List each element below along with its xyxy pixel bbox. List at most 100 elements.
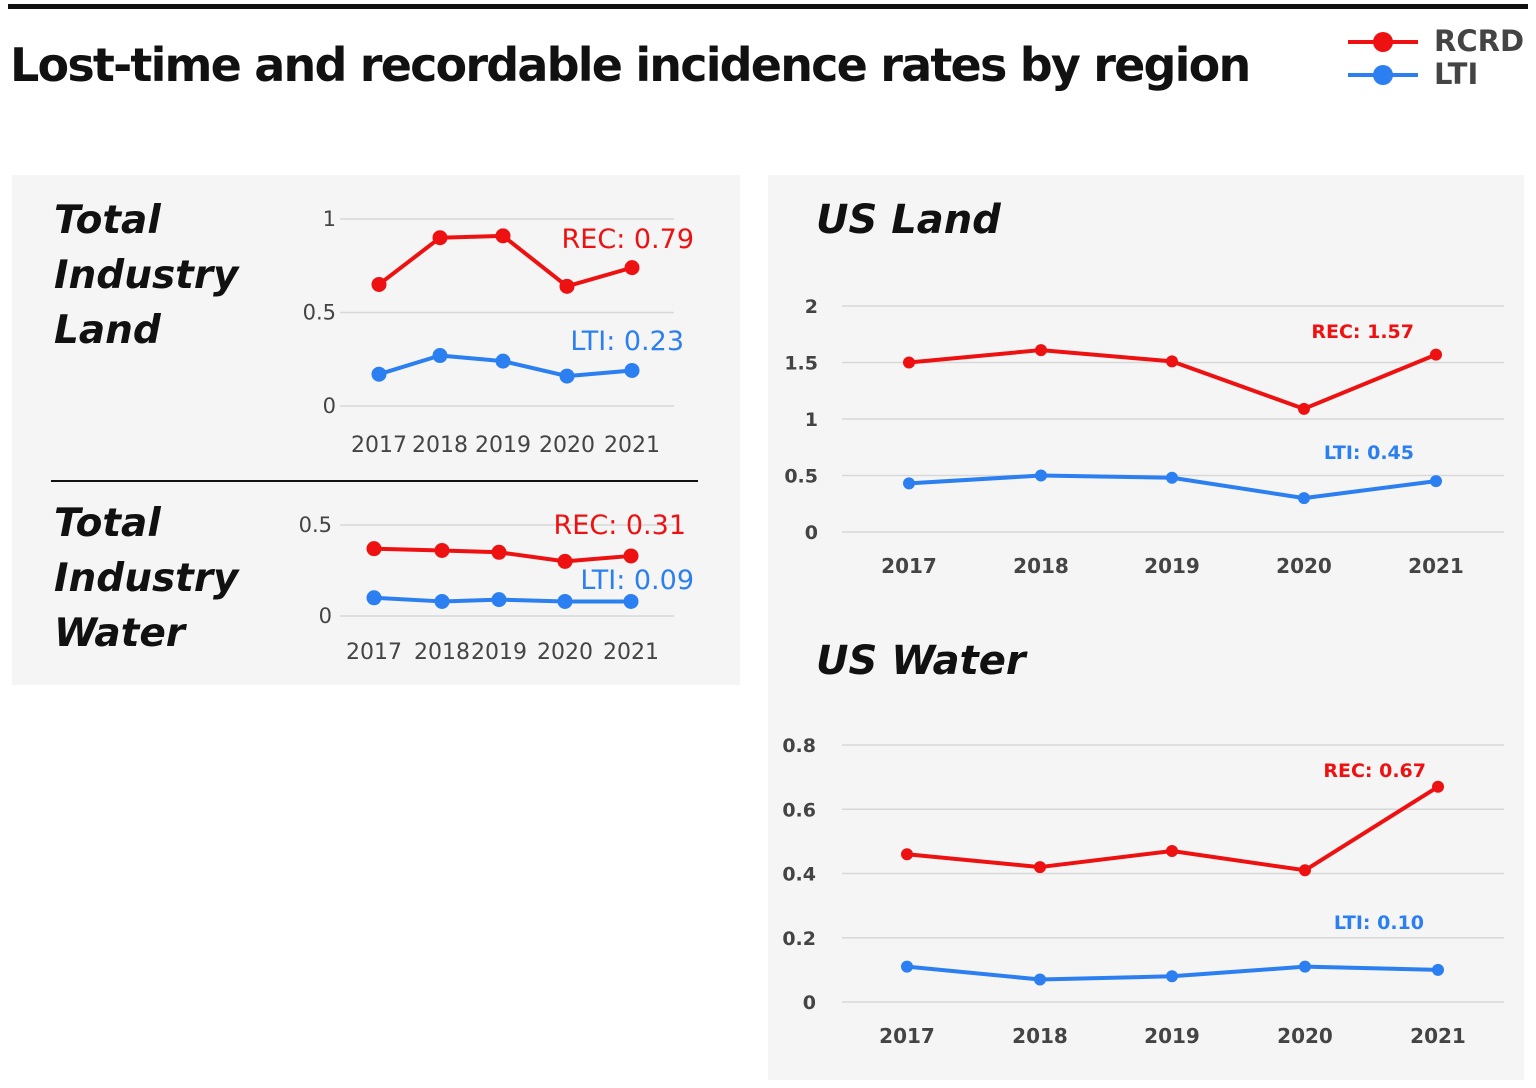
data-point-lti (1166, 970, 1178, 983)
data-point-lti (491, 592, 507, 608)
chart-title-line: Industry (54, 253, 239, 298)
data-point-rcrd (371, 276, 387, 292)
panel-divider (51, 480, 698, 482)
us-panel: US Land US Water 0 0.5 1 1.5 2 2017 2018 2019 20… (768, 175, 1524, 1080)
data-point-lti (623, 593, 639, 609)
data-point-rcrd (559, 278, 575, 294)
data-point-rcrd (557, 553, 573, 569)
x-tick-label: 2021 (603, 640, 659, 665)
us-charts-svg: 0 0.5 1 1.5 2 2017 2018 2019 2020 2021 REC: 1.57 LT… (782, 296, 1504, 1048)
data-point-rcrd (1166, 845, 1178, 858)
data-point-lti (1034, 973, 1046, 986)
data-point-rcrd (623, 548, 639, 564)
data-point-rcrd (434, 542, 450, 558)
data-point-lti (557, 593, 573, 609)
x-tick-label: 2017 (881, 554, 937, 578)
x-tick-label: 2017 (351, 433, 407, 458)
data-point-rcrd (901, 848, 913, 861)
chart-title-line: Land (54, 308, 161, 353)
chart-us-land: 0 0.5 1 1.5 2 2017 2018 2019 2020 2021 REC: 1.57 LT… (784, 296, 1504, 578)
data-point-lti (901, 960, 913, 973)
annotation-lti: LTI: 0.45 (1324, 442, 1414, 464)
x-tick-label: 2021 (604, 433, 660, 458)
x-tick-label: 2019 (1144, 554, 1200, 578)
chart-title-line: Total (54, 198, 161, 243)
legend-item-lti: LTI (1346, 57, 1531, 91)
x-tick-label: 2018 (414, 640, 470, 665)
y-tick-label: 1 (805, 409, 818, 431)
y-tick-label: 1 (323, 207, 336, 231)
y-tick-label: 0.6 (782, 799, 816, 821)
data-point-lti (432, 348, 448, 364)
top-rule (8, 4, 1528, 9)
data-point-rcrd (1298, 402, 1310, 415)
data-point-lti (366, 590, 382, 606)
x-tick-label: 2020 (539, 433, 595, 458)
data-point-lti (559, 368, 575, 384)
data-point-rcrd (366, 541, 382, 557)
chart-total-industry-land: 0 0.5 1 2017 2018 2019 2020 2021 REC: 0.79 LTI: 0… (303, 207, 694, 458)
data-point-lti (1166, 471, 1178, 484)
legend-marker-rcrd (1373, 32, 1393, 52)
data-point-lti (1299, 960, 1311, 973)
x-tick-label: 2019 (1144, 1024, 1200, 1048)
annotation-lti: LTI: 0.09 (580, 565, 694, 596)
x-tick-label: 2017 (879, 1024, 935, 1048)
data-point-rcrd (624, 260, 640, 276)
chart-title-total-industry-water: Total Industry Water (54, 496, 238, 661)
page-title: Lost-time and recordable incidence rates… (10, 38, 1251, 92)
data-point-rcrd (491, 544, 507, 560)
chart-us-water: 0 0.2 0.4 0.6 0.8 2017 2018 2019 2020 2021 REC: 0.… (782, 735, 1504, 1048)
chart-total-industry-water: 0 0.5 2017 2018 2019 2020 2021 REC: 0.31 LTI: 0.… (299, 510, 694, 665)
chart-title-line: Industry (54, 556, 239, 601)
data-point-lti (624, 362, 640, 378)
annotation-rcrd: REC: 0.67 (1323, 760, 1426, 782)
x-tick-label: 2019 (475, 433, 531, 458)
chart-title-us-land: US Land (816, 197, 1001, 243)
y-tick-label: 2 (805, 296, 818, 318)
data-point-lti (371, 366, 387, 382)
chart-title-line: Water (54, 611, 186, 656)
annotation-lti: LTI: 0.23 (570, 326, 684, 357)
data-point-lti (434, 593, 450, 609)
data-point-lti (495, 353, 511, 369)
legend: RCRD LTI (1346, 24, 1531, 96)
y-tick-label: 0.5 (784, 466, 818, 488)
annotation-rcrd: REC: 1.57 (1311, 321, 1414, 343)
x-tick-label: 2020 (1276, 554, 1332, 578)
x-tick-label: 2021 (1408, 554, 1464, 578)
x-tick-label: 2020 (1277, 1024, 1333, 1048)
data-point-rcrd (903, 356, 915, 369)
y-tick-label: 0 (805, 522, 818, 544)
x-tick-label: 2018 (1012, 1024, 1068, 1048)
chart-title-total-industry-land: Total Industry Land (54, 193, 238, 358)
y-tick-label: 0.2 (782, 928, 816, 950)
data-point-rcrd (1034, 861, 1046, 874)
legend-item-rcrd: RCRD (1346, 24, 1531, 58)
x-tick-label: 2021 (1410, 1024, 1466, 1048)
data-point-lti (1035, 469, 1047, 482)
x-tick-label: 2017 (346, 640, 402, 665)
annotation-rcrd: REC: 0.79 (562, 224, 694, 255)
y-tick-label: 0.5 (299, 513, 332, 537)
data-point-rcrd (1166, 355, 1178, 368)
x-tick-label: 2018 (1013, 554, 1069, 578)
legend-label-lti: LTI (1434, 57, 1479, 91)
data-point-rcrd (432, 230, 448, 246)
data-point-lti (1432, 963, 1444, 976)
data-point-rcrd (1035, 344, 1047, 357)
y-tick-label: 0.4 (782, 864, 816, 886)
data-point-rcrd (1299, 864, 1311, 877)
data-point-lti (903, 477, 915, 490)
data-point-rcrd (1430, 348, 1442, 361)
data-point-lti (1430, 475, 1442, 488)
chart-title-line: Total (54, 501, 161, 546)
x-tick-label: 2020 (537, 640, 593, 665)
x-tick-label: 2019 (471, 640, 527, 665)
y-tick-label: 0 (323, 394, 336, 418)
y-tick-label: 0.8 (782, 735, 816, 757)
data-point-rcrd (1432, 780, 1444, 793)
annotation-lti: LTI: 0.10 (1334, 912, 1424, 934)
annotation-rcrd: REC: 0.31 (554, 510, 686, 541)
